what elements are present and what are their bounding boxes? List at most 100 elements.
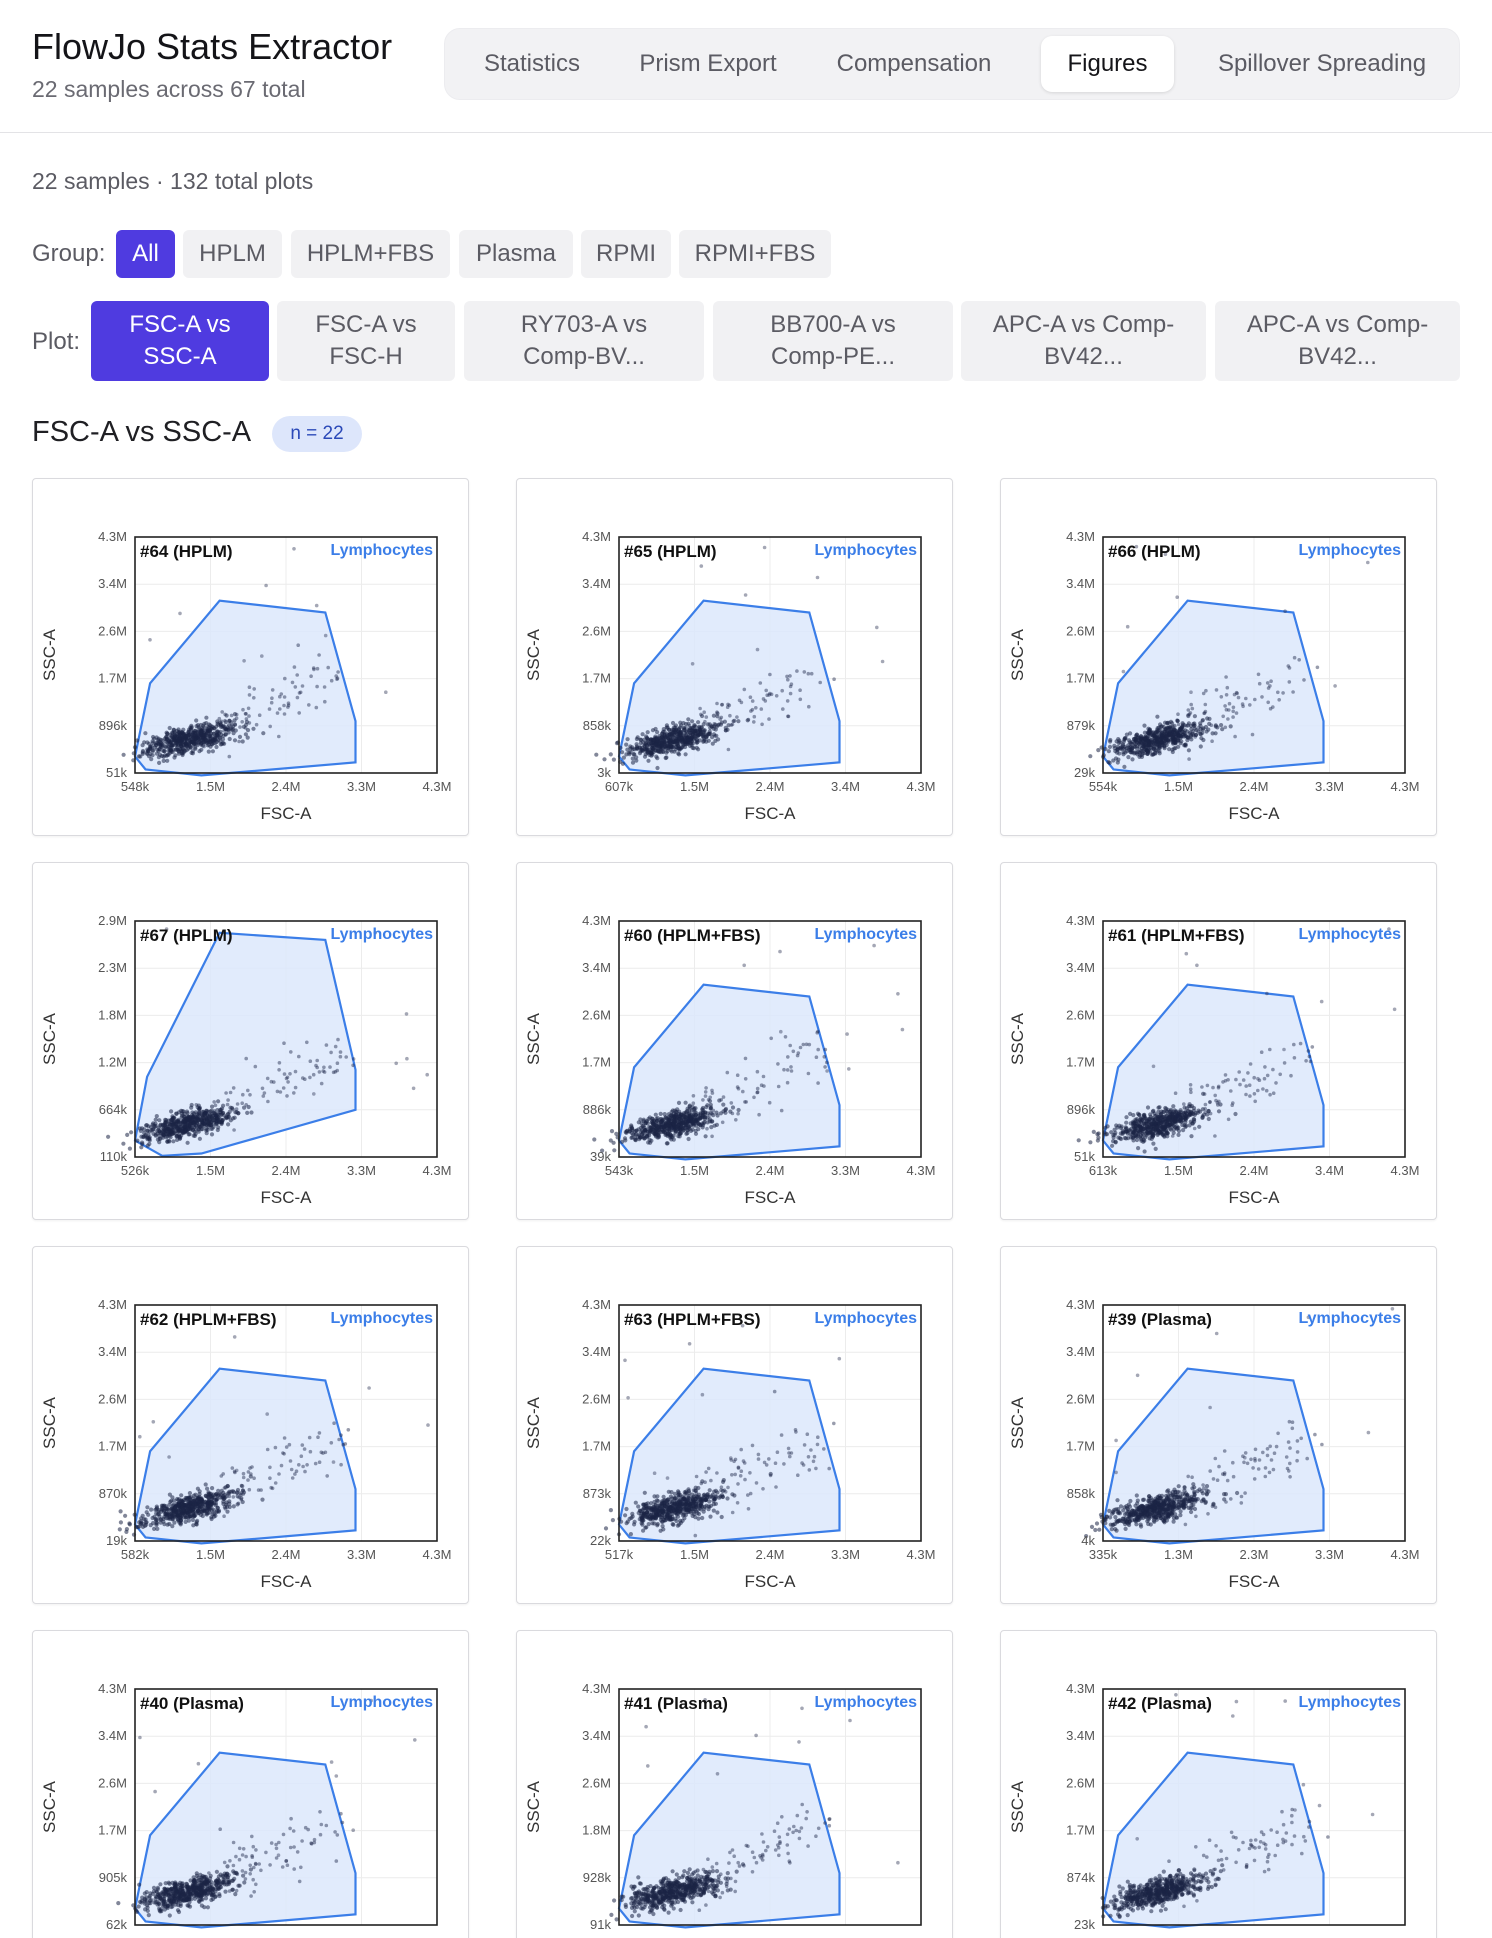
y-tick-label: 3.4M — [582, 1728, 611, 1743]
event-points — [116, 1698, 417, 1918]
y-tick-label: 62k — [106, 1917, 127, 1932]
x-tick-label: 2.4M — [1240, 779, 1269, 794]
x-tick-label: 4.3M — [907, 779, 936, 794]
x-tick-label: 1.5M — [196, 1547, 225, 1562]
y-tick-label: 3.4M — [98, 576, 127, 591]
figure-card[interactable]: 51k 896k 1.7M 2.6M 3.4M 4.3M 548k 1.5M 2.4M 3.3M 4… — [32, 478, 469, 836]
x-tick-label: 3.3M — [347, 779, 376, 794]
plot-chip-bb700-a[interactable]: BB700-A vs Comp-PE... — [713, 301, 953, 381]
y-tick-label: 3.4M — [582, 960, 611, 975]
plot-chip-line1: APC-A vs Comp- — [1246, 311, 1429, 338]
plot-title: #64 (HPLM) — [140, 542, 233, 561]
x-tick-label: 1.3M — [1164, 1547, 1193, 1562]
x-tick-label: 2.4M — [272, 1547, 301, 1562]
group-chip-rpmi-fbs[interactable]: RPMI+FBS — [679, 230, 831, 278]
tab-statistics[interactable]: Statistics — [483, 50, 581, 77]
figure-card[interactable]: 110k 664k 1.2M 1.8M 2.3M 2.9M 526k 1.5M 2.4M 3.3M… — [32, 862, 469, 1220]
group-chip-hplm-fbs[interactable]: HPLM+FBS — [291, 230, 450, 278]
y-tick-label: 879k — [1067, 718, 1096, 733]
y-tick-label: 23k — [1074, 1917, 1095, 1932]
y-tick-label: 1.7M — [582, 1055, 611, 1070]
gate-label: Lymphocytes — [330, 1694, 433, 1711]
x-tick-label: 517k — [605, 1547, 634, 1562]
figure-card[interactable]: 51k 896k 1.7M 2.6M 3.4M 4.3M 613k 1.5M 2.4M 3.4M 4… — [1000, 862, 1437, 1220]
figure-card[interactable]: 22k 873k 1.7M 2.6M 3.4M 4.3M 517k 1.5M 2.4M 3.3M 4… — [516, 1246, 953, 1604]
plot-chip-line1: APC-A vs Comp- — [992, 311, 1175, 338]
x-tick-label: 1.5M — [196, 779, 225, 794]
gate-label: Lymphocytes — [814, 926, 917, 943]
plot-chip-apc-a-2[interactable]: APC-A vs Comp- BV42... — [1215, 301, 1460, 381]
app-subtitle: 22 samples across 67 total — [32, 76, 306, 102]
figure-card[interactable]: 3k 858k 1.7M 2.6M 3.4M 4.3M 607k 1.5M 2.4M 3.4M 4.… — [516, 478, 953, 836]
y-tick-label: 4.3M — [98, 529, 127, 544]
plot-frame — [618, 920, 922, 1158]
x-tick-label: 554k — [1089, 779, 1118, 794]
x-tick-label: 4.3M — [1391, 1163, 1420, 1178]
scatter-plot: 19k 870k 1.7M 2.6M 3.4M 4.3M 582k 1.5M 2.4M 3.3M 4… — [40, 1297, 451, 1591]
y-tick-label: 873k — [583, 1486, 612, 1501]
plot-chip-line2: BV42... — [1044, 343, 1123, 370]
y-tick-label: 3.4M — [582, 576, 611, 591]
y-axis-title: SSC-A — [1008, 1012, 1027, 1065]
plot-chip-line1: BB700-A vs — [770, 311, 896, 338]
tab-spillover-spreading[interactable]: Spillover Spreading — [1217, 50, 1427, 77]
plot-chip-ry703-a[interactable]: RY703-A vs Comp-BV... — [464, 301, 704, 381]
y-axis-title: SSC-A — [40, 628, 59, 681]
y-tick-label: 1.7M — [1066, 1055, 1095, 1070]
y-tick-label: 2.9M — [98, 913, 127, 928]
scatter-plot: 51k 896k 1.7M 2.6M 3.4M 4.3M 613k 1.5M 2.4M 3.4M 4… — [1008, 913, 1420, 1207]
x-tick-label: 4.3M — [423, 1163, 452, 1178]
y-tick-label: 4.3M — [1066, 529, 1095, 544]
group-chip-hplm[interactable]: HPLM — [183, 230, 282, 278]
y-tick-label: 858k — [1067, 1486, 1096, 1501]
plot-frame — [134, 920, 438, 1158]
y-tick-label: 4.3M — [582, 529, 611, 544]
plot-chip-apc-a-1[interactable]: APC-A vs Comp- BV42... — [961, 301, 1206, 381]
y-tick-label: 664k — [99, 1102, 128, 1117]
gate-label: Lymphocytes — [1298, 926, 1401, 943]
figure-card[interactable]: 19k 870k 1.7M 2.6M 3.4M 4.3M 582k 1.5M 2.4M 3.3M 4… — [32, 1246, 469, 1604]
plot-frame — [618, 536, 922, 774]
y-tick-label: 91k — [590, 1917, 611, 1932]
x-tick-label: 4.3M — [907, 1547, 936, 1562]
y-tick-label: 928k — [583, 1870, 612, 1885]
plot-frame — [134, 1304, 438, 1542]
gate-label: Lymphocytes — [814, 1310, 917, 1327]
brand: FlowJo Stats Extractor 22 samples across… — [32, 26, 392, 103]
tab-compensation[interactable]: Compensation — [836, 50, 992, 77]
x-axis-title: FSC-A — [1229, 804, 1281, 823]
group-chip-plasma[interactable]: Plasma — [459, 230, 573, 278]
x-tick-label: 3.4M — [831, 779, 860, 794]
y-tick-label: 905k — [99, 1870, 128, 1885]
y-tick-label: 4.3M — [1066, 1297, 1095, 1312]
x-tick-label: 4.3M — [1391, 1547, 1420, 1562]
y-tick-label: 1.8M — [582, 1823, 611, 1838]
y-tick-label: 2.6M — [1066, 623, 1095, 638]
plot-chip-fsc-a-vs-fsc-h[interactable]: FSC-A vs FSC-H — [277, 301, 455, 381]
figure-card[interactable]: 4k 858k 1.7M 2.6M 3.4M 4.3M 335k 1.3M 2.3M 3.3M 4.… — [1000, 1246, 1437, 1604]
figure-card[interactable]: 29k 879k 1.7M 2.6M 3.4M 4.3M 554k 1.5M 2.4M 3.3M 4… — [1000, 478, 1437, 836]
plot-title: #40 (Plasma) — [140, 1694, 244, 1713]
group-chip-rpmi[interactable]: RPMI — [581, 230, 671, 278]
x-axis-title: FSC-A — [745, 1188, 797, 1207]
tab-prism-export[interactable]: Prism Export — [639, 50, 777, 77]
event-points — [1088, 544, 1370, 769]
gate-label: Lymphocytes — [814, 1694, 917, 1711]
plot-chip-line1: FSC-A vs — [129, 311, 231, 338]
y-tick-label: 51k — [1074, 1149, 1095, 1164]
plot-chip-line2: BV42... — [1298, 343, 1377, 370]
y-tick-label: 870k — [99, 1486, 128, 1501]
x-tick-label: 4.3M — [1391, 779, 1420, 794]
plot-chip-fsc-a-vs-ssc-a[interactable]: FSC-A vs SSC-A — [91, 301, 269, 381]
plot-title: #63 (HPLM+FBS) — [624, 1310, 761, 1329]
figure-card[interactable]: 39k 886k 1.7M 2.6M 3.4M 4.3M 543k 1.5M 2.4M 3.3M 4… — [516, 862, 953, 1220]
group-chip-all[interactable]: All — [116, 230, 175, 278]
y-tick-label: 110k — [100, 1149, 128, 1164]
tab-figures[interactable]: Figures — [1041, 36, 1174, 92]
x-tick-label: 613k — [1089, 1163, 1118, 1178]
